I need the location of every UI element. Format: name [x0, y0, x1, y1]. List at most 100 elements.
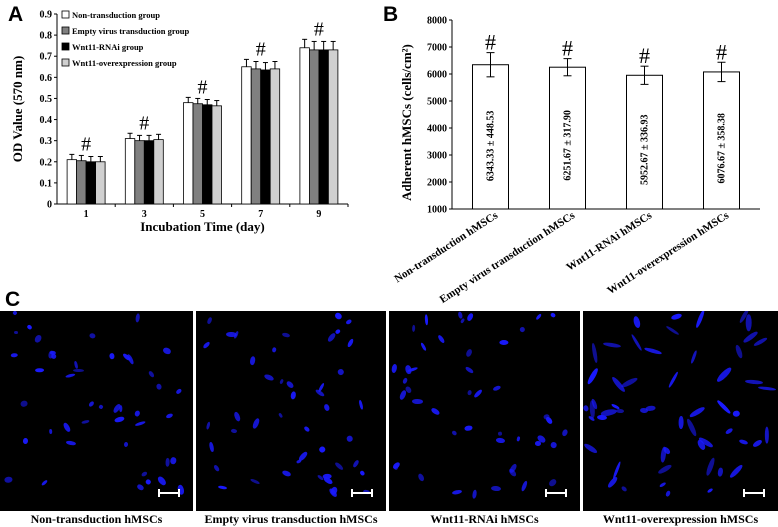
bar: [134, 140, 145, 205]
nucleus: [87, 400, 95, 408]
nucleus: [597, 414, 608, 421]
nucleus: [451, 489, 462, 496]
nucleus: [490, 485, 501, 492]
nucleus: [12, 311, 19, 316]
nucleus: [65, 440, 77, 446]
x-tick-label: Wnt11-overexpression hMSCs: [605, 209, 731, 297]
micrograph-empty-virus: [196, 311, 386, 511]
bar: [211, 105, 222, 205]
nucleus: [336, 368, 345, 377]
legend-swatch: [61, 10, 70, 19]
nucleus: [212, 463, 221, 472]
bar: [124, 138, 136, 205]
x-tick-label: 7: [258, 209, 263, 220]
nucleus: [175, 387, 183, 395]
y-tick-label: 0.8: [40, 31, 53, 42]
legend-swatch: [61, 26, 70, 35]
nucleus: [318, 445, 327, 454]
nucleus: [248, 355, 256, 366]
nucleus: [467, 389, 473, 396]
micrograph-wnt11-rnai: [389, 311, 580, 511]
nucleus: [752, 336, 768, 348]
y-tick-label: 0.7: [40, 52, 53, 63]
bar: [76, 160, 87, 205]
bar: [153, 139, 164, 205]
nucleus: [359, 469, 365, 476]
nucleus: [670, 312, 683, 321]
nucleus: [685, 417, 699, 438]
nucleus: [706, 487, 714, 494]
nucleus: [232, 411, 242, 423]
nucleus: [643, 346, 663, 356]
nucleus: [73, 368, 85, 373]
nucleus: [496, 437, 506, 444]
bar: [66, 159, 77, 205]
nucleus: [724, 427, 734, 436]
bar: [250, 68, 262, 205]
nucleus: [144, 478, 152, 486]
bar: [202, 104, 213, 205]
nucleus: [322, 473, 332, 479]
y-tick-label: 6000: [427, 70, 447, 81]
nucleus: [430, 407, 441, 417]
legend-label: Wnt11-RNAi group: [72, 42, 144, 52]
bar: [85, 161, 96, 205]
y-tick-label: 0.1: [40, 178, 53, 189]
nucleus: [272, 346, 277, 353]
nucleus: [451, 430, 458, 437]
bar: [143, 140, 155, 205]
nucleus: [717, 467, 724, 478]
nucleus: [520, 479, 529, 492]
y-tick-label: 7000: [427, 43, 447, 54]
nucleus: [745, 314, 752, 333]
nucleus: [155, 383, 163, 391]
nucleus: [209, 441, 215, 452]
nucleus: [659, 446, 667, 464]
bar: [269, 68, 281, 205]
nucleus: [252, 418, 261, 430]
nucleus: [217, 484, 228, 490]
nucleus: [281, 332, 291, 339]
x-tick-label: 1: [84, 209, 89, 220]
bar: [308, 49, 320, 205]
nucleus: [473, 389, 484, 399]
scale-bar: [351, 489, 373, 500]
micrograph-non-transduction: [0, 311, 193, 511]
nucleus: [3, 476, 13, 483]
bar-value-label: 6343.33 ± 448.53: [486, 111, 497, 182]
nucleus: [519, 326, 526, 333]
nucleus: [690, 350, 699, 365]
micrograph-row: [0, 311, 778, 511]
nucleus: [280, 468, 292, 478]
nucleus: [665, 490, 672, 498]
nucleus: [133, 409, 141, 418]
chart-b-adherent-cells: 1000 2000 3000 4000 5000 6000 7000 8000 #6343.33…: [392, 16, 760, 306]
nucleus: [678, 416, 684, 429]
nucleus: [492, 384, 501, 392]
legend-label: Empty virus transduction group: [72, 26, 189, 36]
bar-value-label: 6076.67 ± 358.38: [717, 113, 728, 184]
y-tick-label: 0.4: [40, 115, 53, 126]
nucleus: [629, 333, 643, 353]
y-tick-label: 2000: [427, 178, 447, 189]
nucleus: [346, 338, 355, 348]
y-tick-label: 4000: [427, 124, 447, 135]
nucleus: [113, 415, 125, 424]
nucleus: [322, 403, 331, 413]
nucleus: [89, 333, 97, 340]
nucleus: [334, 460, 345, 471]
nucleus: [298, 450, 309, 462]
micrograph-wnt11-overexpression: [583, 311, 778, 511]
nucleus: [704, 457, 716, 477]
nucleus: [80, 419, 90, 425]
nucleus: [206, 316, 213, 326]
bar: [241, 66, 252, 205]
nucleus: [346, 434, 355, 443]
nucleus: [588, 415, 596, 423]
significance-marker: #: [716, 39, 727, 64]
nucleus: [290, 390, 297, 400]
bar-value-label: 5952.67 ± 336.93: [640, 114, 651, 185]
panel-label-a: A: [8, 3, 24, 26]
nucleus: [733, 410, 741, 417]
bar: [472, 64, 509, 210]
